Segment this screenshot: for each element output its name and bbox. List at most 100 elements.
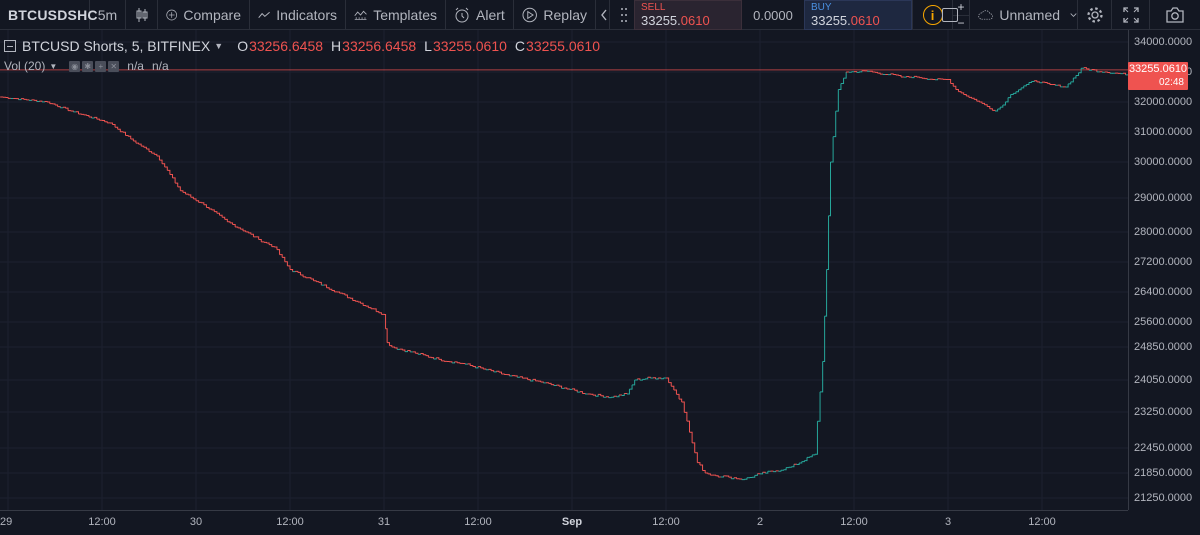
- bar-style-button[interactable]: [126, 0, 158, 30]
- price-segment: [754, 473, 758, 476]
- increase-button[interactable]: +: [953, 0, 969, 16]
- indicators-button[interactable]: Indicators: [250, 0, 346, 30]
- price-segment: [984, 104, 988, 107]
- caret-down-icon[interactable]: ▼: [214, 41, 224, 51]
- fullscreen-button[interactable]: [1112, 0, 1150, 30]
- price-segment: [968, 96, 972, 99]
- price-segment: [310, 278, 314, 281]
- price-segment: [122, 131, 126, 136]
- price-segment: [96, 118, 100, 121]
- price-segment: [979, 101, 983, 104]
- price-tick-label: 34000.0000: [1134, 36, 1193, 48]
- layout-name-button[interactable]: Unnamed: [970, 0, 1078, 30]
- price-segment: [558, 385, 563, 389]
- time-tick-label: 12:00: [276, 516, 304, 528]
- price-segment: [689, 431, 693, 443]
- price-segment: [814, 421, 818, 455]
- price-segment: [214, 211, 218, 214]
- snapshot-button[interactable]: [1150, 0, 1200, 30]
- price-segment: [616, 395, 620, 398]
- price-segment: [467, 363, 471, 366]
- volume-value: n/a: [127, 59, 144, 73]
- price-segment: [394, 347, 398, 350]
- caret-down-icon[interactable]: ▼: [49, 61, 58, 71]
- price-segment: [898, 75, 902, 77]
- price-segment: [783, 467, 787, 471]
- templates-button[interactable]: Templates: [346, 0, 446, 30]
- time-tick-label: 3: [944, 516, 952, 528]
- gear-icon[interactable]: ✱: [82, 60, 94, 72]
- price-segment: [368, 307, 372, 309]
- price-segment: [149, 151, 153, 154]
- replay-button[interactable]: Replay: [514, 0, 596, 30]
- price-segment: [525, 377, 529, 380]
- series-title[interactable]: BTCUSD Shorts, 5, BITFINEX: [22, 38, 211, 54]
- price-segment: [222, 216, 226, 220]
- price-axis[interactable]: 34000.000033200.000032000.000031000.0000…: [1128, 30, 1200, 510]
- price-segment: [600, 395, 604, 398]
- price-segment: [1099, 71, 1103, 73]
- decrease-button[interactable]: −: [957, 15, 965, 30]
- compare-button[interactable]: Compare: [158, 0, 250, 30]
- trade-panel-grip-icon[interactable]: [620, 5, 628, 25]
- price-segment: [995, 109, 999, 112]
- price-segment: [391, 346, 395, 348]
- price-segment: [692, 442, 696, 453]
- price-segment: [992, 109, 996, 111]
- price-segment: [412, 351, 416, 354]
- volume-controls: ◉ ✱ + ✕: [69, 60, 120, 72]
- price-segment: [245, 231, 249, 233]
- price-segment: [817, 391, 821, 422]
- price-segment: [480, 367, 484, 370]
- price-segment: [697, 462, 701, 466]
- price-segment: [112, 124, 116, 128]
- price-segment: [1021, 85, 1025, 89]
- time-tick-label: 12:00: [840, 516, 868, 528]
- high-value: 33256.6458: [342, 38, 417, 54]
- volume-legend: Vol (20) ▼ ◉ ✱ + ✕ n/a n/a: [4, 59, 177, 73]
- price-segment: [104, 121, 108, 123]
- price-segment: [958, 91, 962, 93]
- price-tick-label: 24050.0000: [1134, 374, 1193, 386]
- layout-button[interactable]: [930, 0, 970, 30]
- price-segment: [895, 74, 899, 76]
- buy-button[interactable]: BUY 33255.0610: [804, 0, 912, 30]
- price-segment: [1052, 84, 1056, 86]
- fullscreen-icon: [1122, 7, 1139, 23]
- settings-button[interactable]: [1078, 0, 1112, 30]
- price-segment: [681, 401, 685, 413]
- price-segment: [258, 239, 262, 242]
- templates-label: Templates: [373, 6, 437, 23]
- price-segment: [290, 269, 294, 272]
- symbol-search-button[interactable]: BTCUSDSHC: [0, 0, 98, 30]
- price-segment: [1002, 101, 1006, 106]
- toolbar-overflow-arrow[interactable]: [596, 0, 610, 30]
- price-segment: [830, 136, 834, 163]
- sell-button[interactable]: SELL 33255.0610: [634, 0, 742, 30]
- price-tick-label: 24850.0000: [1134, 341, 1193, 353]
- plus-icon[interactable]: +: [95, 60, 107, 72]
- price-segment: [726, 475, 730, 478]
- alert-button[interactable]: Alert: [446, 0, 514, 30]
- time-axis[interactable]: 29 12:00 30 12:00 31 12:00 Sep 12:00 2 12:00 3 12:0…: [0, 510, 1128, 535]
- collapse-legend-icon[interactable]: [4, 40, 16, 52]
- price-segment: [987, 106, 991, 109]
- price-segment: [457, 362, 461, 364]
- price-segment: [154, 153, 158, 156]
- close-icon[interactable]: ✕: [108, 60, 120, 72]
- volume-title[interactable]: Vol (20): [4, 59, 46, 73]
- price-segment: [961, 92, 965, 95]
- interval-button[interactable]: 5m: [90, 0, 126, 30]
- price-segment: [313, 280, 317, 282]
- visibility-icon[interactable]: ◉: [69, 60, 81, 72]
- price-segment: [611, 396, 615, 398]
- price-segment: [339, 292, 343, 294]
- price-segment: [342, 293, 346, 295]
- price-segment: [833, 111, 837, 138]
- price-segment: [498, 371, 502, 375]
- price-segment: [172, 177, 176, 184]
- price-segment: [378, 312, 382, 315]
- price-segment: [1008, 94, 1012, 99]
- price-chart[interactable]: [0, 30, 1128, 510]
- templates-icon: [354, 10, 367, 20]
